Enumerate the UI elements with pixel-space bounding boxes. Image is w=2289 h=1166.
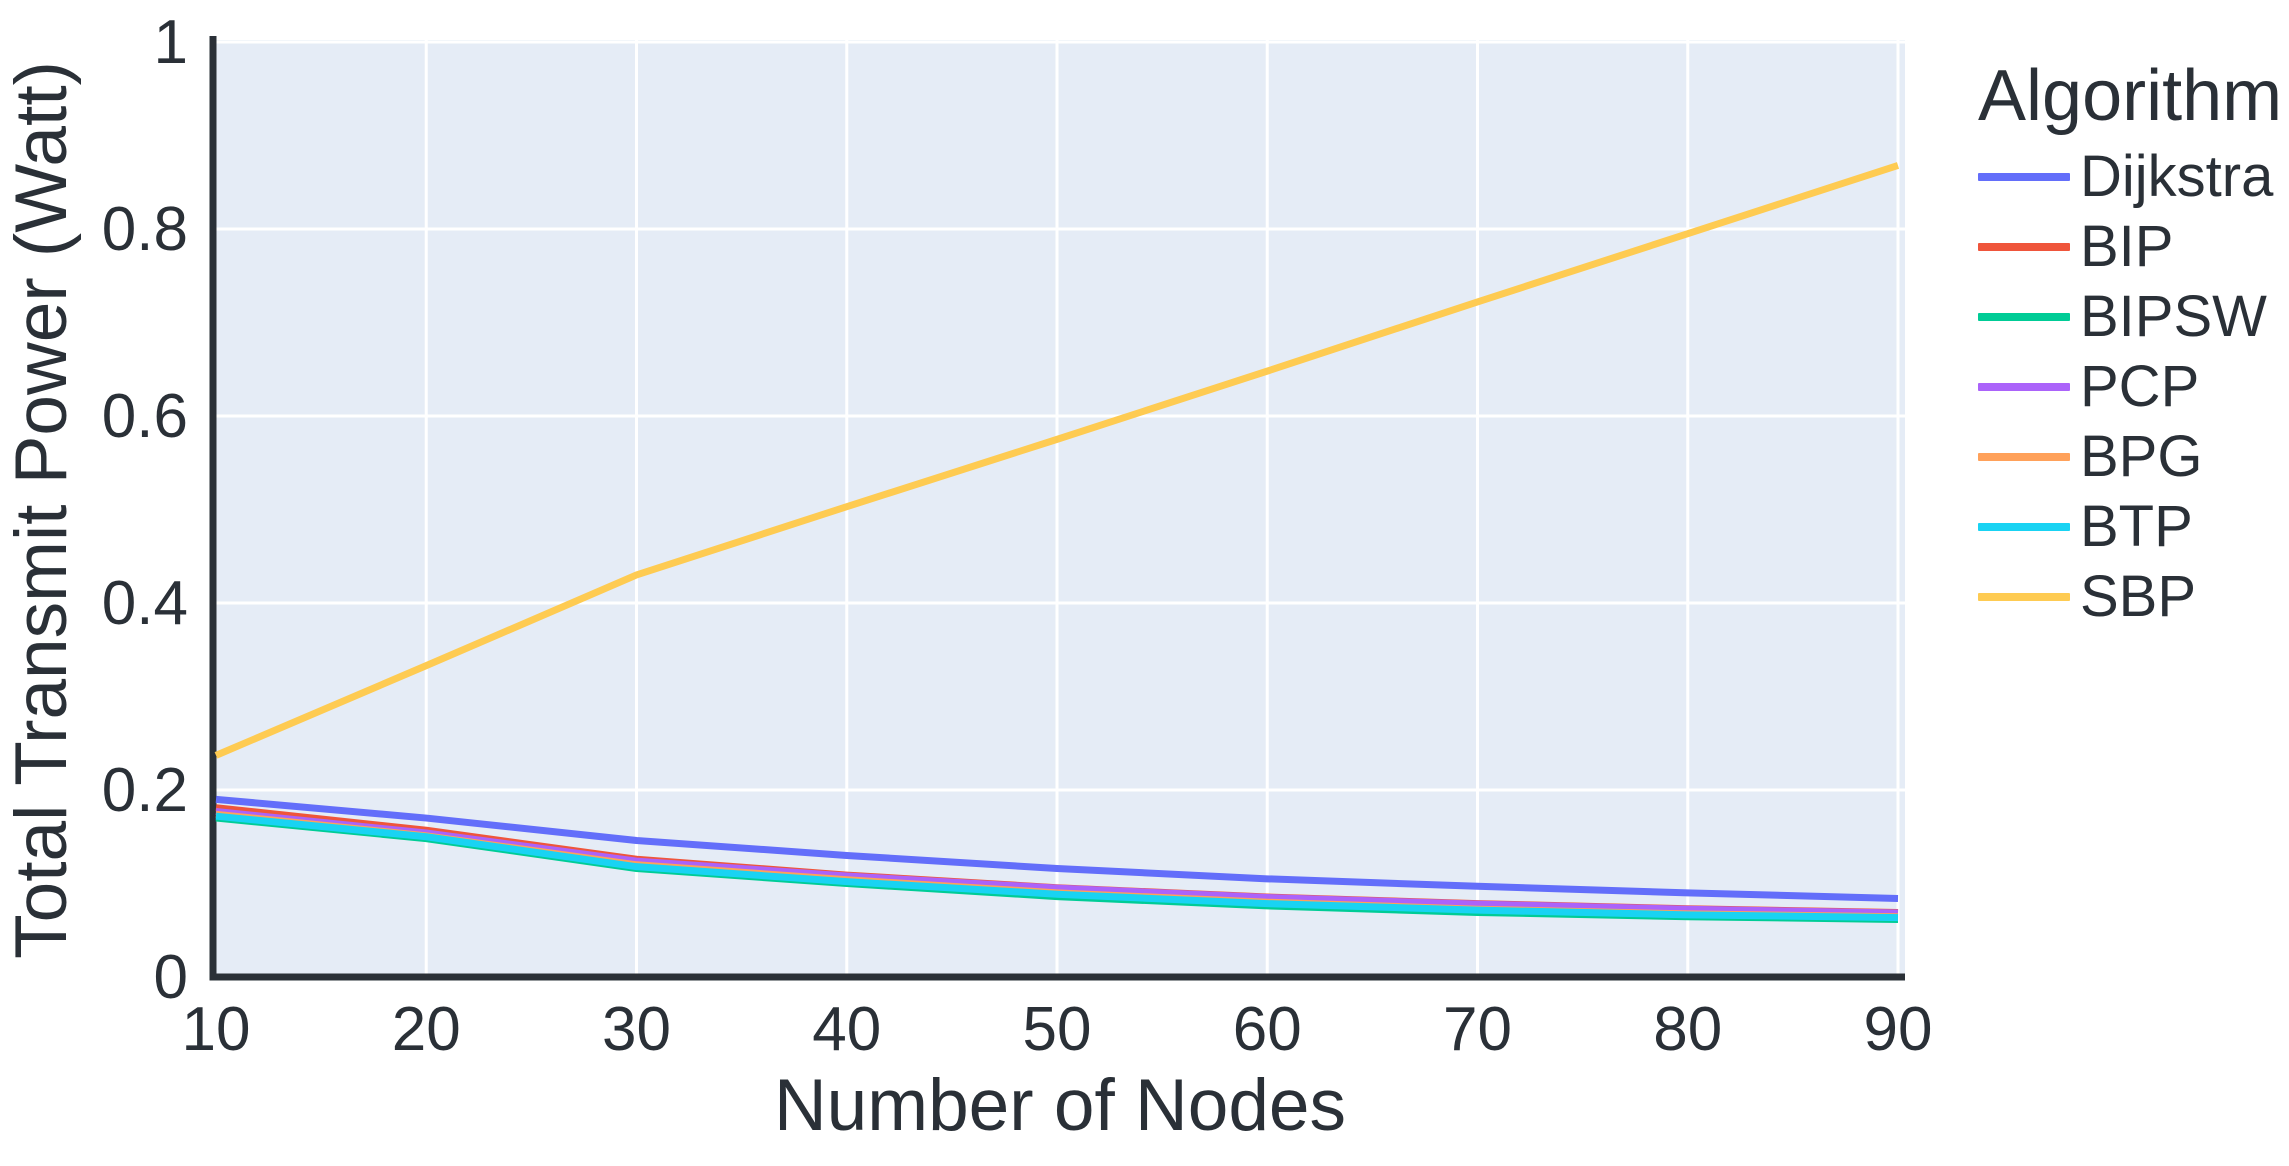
x-tick-label: 40 — [812, 995, 881, 1064]
legend-item-bipsw[interactable]: BIPSW — [1978, 282, 2288, 352]
y-tick-label: 0.2 — [102, 756, 188, 825]
y-axis-title: Total Transmit Power (Watt) — [1, 61, 82, 959]
legend-swatch-dijkstra — [1978, 173, 2070, 181]
legend-item-bpg[interactable]: BPG — [1978, 422, 2288, 492]
x-tick-label: 60 — [1233, 995, 1302, 1064]
x-tick-label: 30 — [602, 995, 671, 1064]
legend-swatch-bip — [1978, 243, 2070, 251]
legend-swatch-pcp — [1978, 383, 2070, 391]
x-tick-label: 50 — [1023, 995, 1092, 1064]
y-tick-label: 1 — [154, 8, 188, 77]
legend-label: BTP — [2080, 494, 2193, 559]
legend-items: Dijkstra BIP BIPSW PCP BPG BTP SBP — [1978, 142, 2288, 632]
y-tick-label: 0.6 — [102, 382, 188, 451]
legend-label: BIPSW — [2080, 284, 2267, 349]
plot-background[interactable] — [213, 40, 1905, 977]
legend-item-dijkstra[interactable]: Dijkstra — [1978, 142, 2288, 212]
legend-item-btp[interactable]: BTP — [1978, 492, 2288, 562]
x-tick-label: 20 — [392, 995, 461, 1064]
legend-item-bip[interactable]: BIP — [1978, 212, 2288, 282]
legend-title: Algorithm — [1978, 56, 2283, 136]
series-line-btp[interactable] — [215, 812, 1899, 922]
y-tick-label: 0.4 — [102, 569, 188, 638]
series-line-dijkstra[interactable] — [215, 795, 1899, 902]
x-tick-label: 10 — [182, 995, 251, 1064]
legend-item-pcp[interactable]: PCP — [1978, 352, 2288, 422]
y-tick-label: 0 — [154, 943, 188, 1012]
legend: Algorithm Dijkstra BIP BIPSW PCP BPG BTP SBP — [1978, 50, 2288, 632]
legend-label: BPG — [2080, 424, 2203, 489]
x-axis-title: Number of Nodes — [774, 1065, 1346, 1146]
legend-label: BIP — [2080, 214, 2174, 279]
legend-swatch-sbp — [1978, 593, 2070, 601]
x-tick-label: 90 — [1864, 995, 1933, 1064]
legend-item-sbp[interactable]: SBP — [1978, 562, 2288, 632]
legend-label: Dijkstra — [2080, 144, 2274, 209]
series-line-sbp[interactable] — [214, 162, 1900, 759]
x-tick-label: 70 — [1443, 995, 1512, 1064]
legend-swatch-btp — [1978, 523, 2070, 531]
x-tick-label: 80 — [1653, 995, 1722, 1064]
y-tick-label: 0.8 — [102, 195, 188, 264]
legend-label: SBP — [2080, 564, 2197, 629]
legend-label: PCP — [2080, 354, 2200, 419]
legend-swatch-bipsw — [1978, 313, 2070, 321]
legend-swatch-bpg — [1978, 453, 2070, 461]
